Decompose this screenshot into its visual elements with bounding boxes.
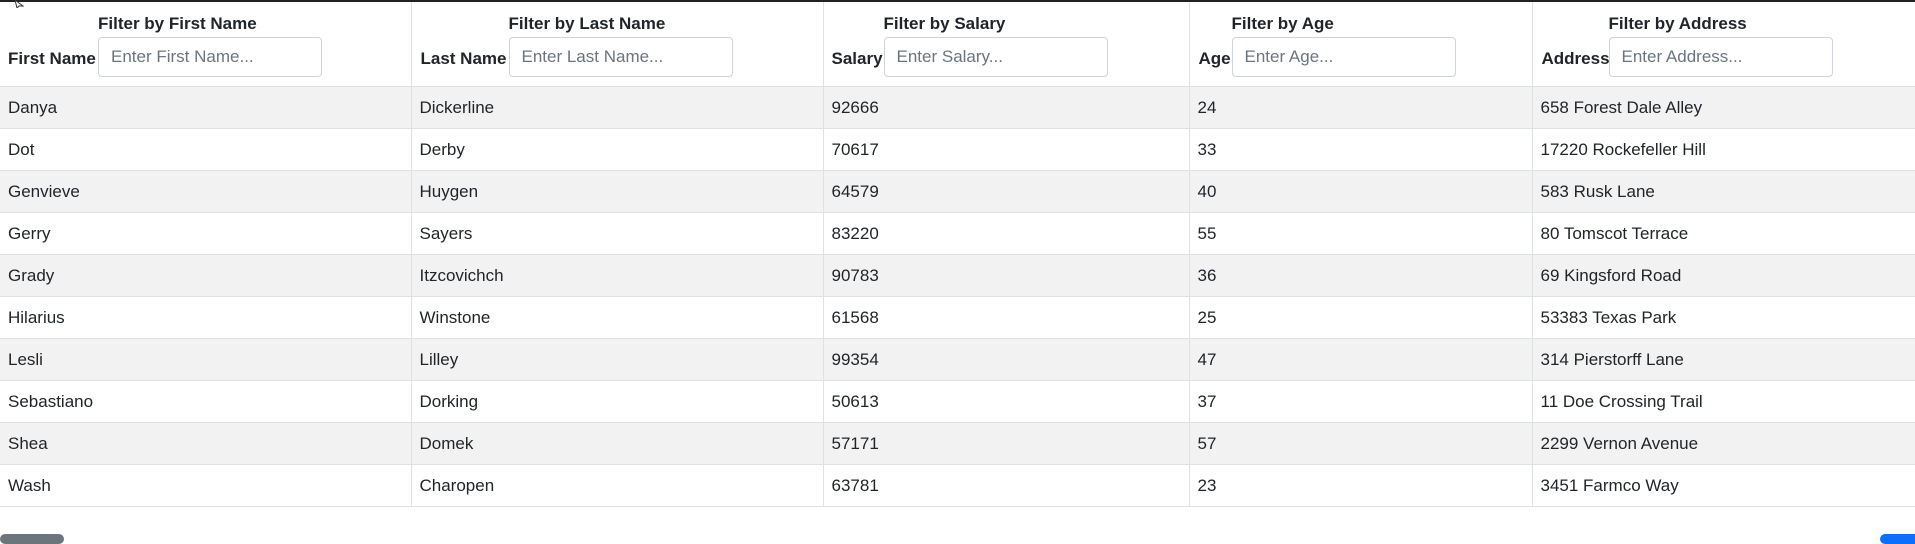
next-page-button[interactable]	[1880, 534, 1915, 544]
cell-last-name: Derby	[411, 128, 824, 171]
cell-last-name: Dickerline	[411, 86, 824, 129]
cell-address: 17220 Rockefeller Hill	[1532, 128, 1915, 171]
cell-first-name: Danya	[0, 86, 412, 129]
cell-age: 37	[1189, 380, 1533, 423]
cell-age: 55	[1189, 212, 1533, 255]
salary-filter-input[interactable]	[883, 37, 1108, 77]
cell-first-name: Dot	[0, 128, 412, 171]
cell-address: 583 Rusk Lane	[1532, 170, 1915, 213]
first-name-filter-input[interactable]	[98, 37, 322, 77]
cell-address: 80 Tomscot Terrace	[1532, 212, 1915, 255]
table-row: Shea Domek 57171 57 2299 Vernon Avenue	[0, 422, 1915, 465]
cell-age: 33	[1189, 128, 1533, 171]
table-row: Gerry Sayers 83220 55 80 Tomscot Terrace	[0, 212, 1915, 255]
cell-age: 47	[1189, 338, 1533, 381]
cell-age: 23	[1189, 464, 1533, 507]
cell-first-name: Sebastiano	[0, 380, 412, 423]
table-row: Lesli Lilley 99354 47 314 Pierstorff Lan…	[0, 338, 1915, 381]
cell-age: 40	[1189, 170, 1533, 213]
table-row: Dot Derby 70617 33 17220 Rockefeller Hil…	[0, 128, 1915, 171]
cell-first-name: Gerry	[0, 212, 412, 255]
table-row: Grady Itzcovichch 90783 36 69 Kingsford …	[0, 254, 1915, 297]
data-table: Filter by First Name First Name Filter b…	[0, 2, 1915, 507]
cell-last-name: Domek	[411, 422, 824, 465]
cell-address: 2299 Vernon Avenue	[1532, 422, 1915, 465]
cell-last-name: Itzcovichch	[411, 254, 824, 297]
cell-first-name: Genvieve	[0, 170, 412, 213]
cell-age: 36	[1189, 254, 1533, 297]
table-row: Genvieve Huygen 64579 40 583 Rusk Lane	[0, 170, 1915, 213]
column-label-last-name: Last Name	[420, 49, 507, 68]
cell-first-name: Hilarius	[0, 296, 412, 339]
cell-salary: 57171	[823, 422, 1190, 465]
cell-last-name: Sayers	[411, 212, 824, 255]
cell-address: 658 Forest Dale Alley	[1532, 86, 1915, 129]
cell-last-name: Lilley	[411, 338, 824, 381]
cell-last-name: Charopen	[411, 464, 824, 507]
column-label-first-name: First Name	[8, 49, 96, 68]
cell-salary: 50613	[823, 380, 1190, 423]
cell-salary: 90783	[823, 254, 1190, 297]
cell-last-name: Winstone	[411, 296, 824, 339]
cell-salary: 92666	[823, 86, 1190, 129]
top-border	[0, 0, 1915, 2]
column-label-salary: Salary	[831, 49, 883, 68]
header-last-name: Filter by Last Name Last Name	[411, 2, 824, 87]
filter-title-address: Filter by Address	[1608, 14, 1747, 33]
filter-title-last-name: Filter by Last Name	[508, 14, 666, 33]
filter-title-age: Filter by Age	[1231, 14, 1334, 33]
cell-address: 69 Kingsford Road	[1532, 254, 1915, 297]
cell-salary: 99354	[823, 338, 1190, 381]
cell-age: 25	[1189, 296, 1533, 339]
cell-first-name: Lesli	[0, 338, 412, 381]
table-row: Hilarius Winstone 61568 25 53383 Texas P…	[0, 296, 1915, 339]
cell-salary: 64579	[823, 170, 1190, 213]
table-row: Wash Charopen 63781 23 3451 Farmco Way	[0, 464, 1915, 507]
previous-page-button[interactable]	[0, 534, 64, 544]
last-name-filter-input[interactable]	[508, 37, 733, 77]
header-salary: Filter by Salary Salary	[823, 2, 1190, 87]
table-row: Sebastiano Dorking 50613 37 11 Doe Cross…	[0, 380, 1915, 423]
filter-title-salary: Filter by Salary	[883, 14, 1006, 33]
cell-first-name: Shea	[0, 422, 412, 465]
table-row: Danya Dickerline 92666 24 658 Forest Dal…	[0, 86, 1915, 129]
cell-address: 11 Doe Crossing Trail	[1532, 380, 1915, 423]
header-row: Filter by First Name First Name Filter b…	[0, 2, 1915, 87]
cell-age: 57	[1189, 422, 1533, 465]
address-filter-input[interactable]	[1608, 37, 1833, 77]
age-filter-input[interactable]	[1231, 37, 1456, 77]
header-age: Filter by Age Age	[1189, 2, 1533, 87]
cell-salary: 83220	[823, 212, 1190, 255]
cell-address: 3451 Farmco Way	[1532, 464, 1915, 507]
cell-first-name: Wash	[0, 464, 412, 507]
cell-address: 53383 Texas Park	[1532, 296, 1915, 339]
column-label-address: Address	[1541, 49, 1610, 68]
cell-first-name: Grady	[0, 254, 412, 297]
cell-age: 24	[1189, 86, 1533, 129]
cell-salary: 63781	[823, 464, 1190, 507]
cell-last-name: Huygen	[411, 170, 824, 213]
filter-title-first-name: Filter by First Name	[98, 14, 257, 33]
cell-address: 314 Pierstorff Lane	[1532, 338, 1915, 381]
header-first-name: Filter by First Name First Name	[0, 2, 412, 87]
cell-salary: 70617	[823, 128, 1190, 171]
cell-last-name: Dorking	[411, 380, 824, 423]
cell-salary: 61568	[823, 296, 1190, 339]
header-address: Filter by Address Address	[1532, 2, 1915, 87]
column-label-age: Age	[1198, 49, 1231, 68]
